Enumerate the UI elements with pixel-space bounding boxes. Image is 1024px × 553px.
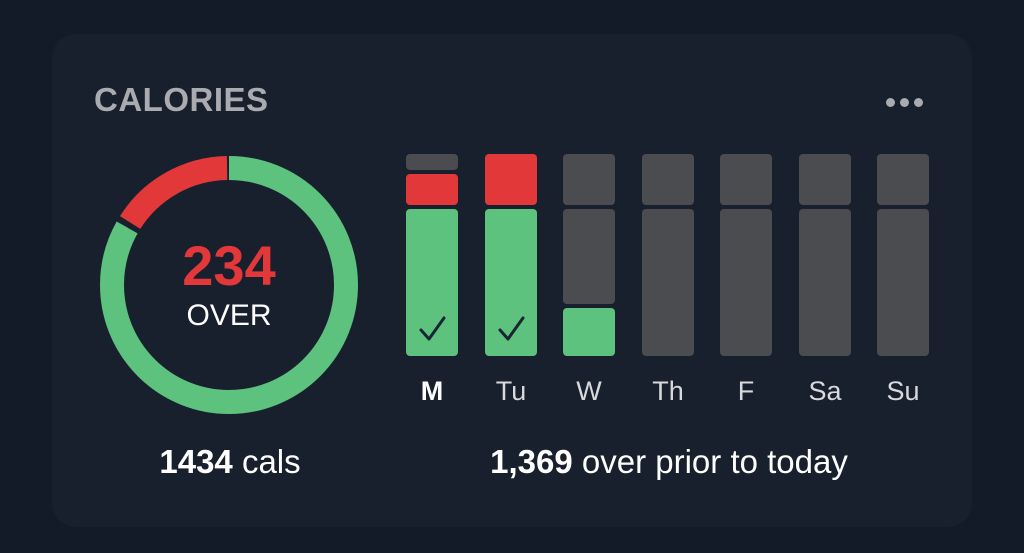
- more-options-button[interactable]: [878, 88, 930, 116]
- calorie-ring: 234 OVER: [98, 154, 360, 416]
- bar-over-segment: [406, 174, 458, 205]
- day-bar[interactable]: [877, 154, 929, 356]
- ring-over-label: OVER: [186, 299, 272, 332]
- day-bar[interactable]: [406, 154, 458, 356]
- day-label: F: [737, 376, 755, 406]
- day-label: Th: [652, 376, 684, 406]
- bar-empty-lower: [563, 208, 615, 304]
- over-prior-value: 1,369: [490, 443, 573, 480]
- day-label: Su: [886, 376, 920, 406]
- bar-empty-upper: [877, 154, 929, 205]
- day-label: Tu: [495, 376, 527, 406]
- bar-empty-upper: [563, 154, 615, 205]
- weekly-bar-chart: M Tu W Th F Sa Su: [406, 154, 932, 406]
- bar-empty-upper: [406, 154, 458, 171]
- bar-over-segment: [485, 154, 537, 205]
- day-label: Sa: [808, 376, 842, 406]
- checkmark-icon: [406, 314, 458, 344]
- ring-over-arc: [100, 156, 358, 414]
- day-bar[interactable]: [563, 154, 615, 356]
- bar-empty-upper: [799, 154, 851, 205]
- over-prior-summary: 1,369 over prior to today: [406, 442, 932, 482]
- day-bar[interactable]: [720, 154, 772, 356]
- more-horizontal-icon-dot: [913, 97, 923, 107]
- bar-within-segment: [485, 208, 537, 356]
- calorie-ring-chart: [100, 156, 358, 414]
- day-label: M: [420, 376, 444, 406]
- total-calories: 1434 cals: [100, 442, 360, 482]
- bar-within-segment: [406, 208, 458, 356]
- day-bar[interactable]: [799, 154, 851, 356]
- day-label: W: [576, 376, 602, 406]
- ring-over-value: 234: [182, 234, 276, 297]
- bar-within-segment: [563, 307, 615, 356]
- bar-empty-lower: [877, 208, 929, 356]
- over-prior-text: over prior to today: [581, 443, 848, 480]
- more-horizontal-icon-dot: [899, 97, 909, 107]
- bar-empty-lower: [642, 208, 694, 356]
- total-calories-value: 1434: [159, 443, 233, 480]
- total-calories-unit: cals: [241, 443, 301, 480]
- more-horizontal-icon-dot: [885, 97, 895, 107]
- bar-empty-lower: [720, 208, 772, 356]
- bar-empty-lower: [799, 208, 851, 356]
- day-bar[interactable]: [642, 154, 694, 356]
- day-bar[interactable]: [485, 154, 537, 356]
- bar-empty-upper: [642, 154, 694, 205]
- ring-within-arc: [100, 156, 358, 414]
- card-title: CALORIES: [94, 81, 269, 118]
- bar-empty-upper: [720, 154, 772, 205]
- checkmark-icon: [485, 314, 537, 344]
